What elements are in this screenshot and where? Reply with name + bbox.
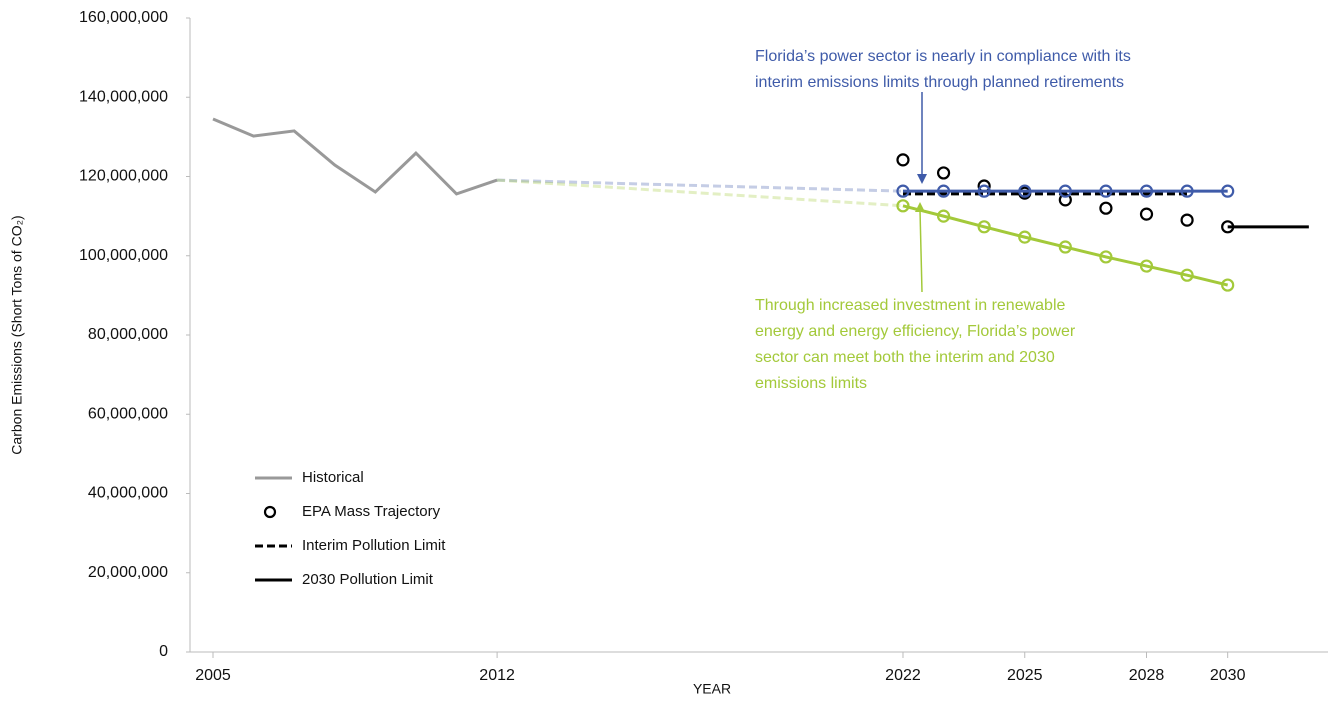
annotation-text: interim emissions limits through planned…: [755, 74, 1124, 91]
legend-label: EPA Mass Trajectory: [302, 503, 441, 520]
y-tick-label: 100,000,000: [79, 247, 168, 264]
legend-label: Interim Pollution Limit: [302, 537, 446, 554]
y-tick-label: 140,000,000: [79, 88, 168, 105]
series-line: [497, 178, 904, 193]
y-tick-label: 0: [159, 643, 168, 660]
annotation-text: Florida’s power sector is nearly in comp…: [755, 48, 1131, 65]
series-marker: [977, 184, 991, 198]
y-tick-label: 20,000,000: [88, 564, 168, 581]
series-marker: [896, 153, 910, 167]
series-marker: [1180, 268, 1194, 282]
annotation-text: emissions limits: [755, 375, 867, 392]
y-tick-label: 80,000,000: [88, 326, 168, 343]
series-marker: [1099, 250, 1113, 264]
series-marker: [1139, 184, 1154, 198]
y-tick-label: 120,000,000: [79, 168, 168, 185]
series-marker: [1139, 207, 1154, 221]
annotation-text: Through increased investment in renewabl…: [755, 297, 1066, 314]
x-tick-label: 2005: [195, 667, 231, 684]
y-tick-label: 160,000,000: [79, 9, 168, 26]
x-axis-label: YEAR: [693, 681, 731, 697]
series-marker: [1139, 259, 1154, 273]
y-axis-label: Carbon Emissions (Short Tons of CO₂): [9, 215, 25, 454]
x-tick-label: 2028: [1129, 667, 1165, 684]
series-marker: [1221, 184, 1235, 198]
series-marker: [1180, 213, 1194, 227]
annotation-arrowhead: [917, 174, 927, 184]
series-marker: [1018, 230, 1032, 244]
series-marker: [1058, 240, 1072, 254]
legend-label: Historical: [302, 469, 364, 486]
series-line: [497, 178, 904, 208]
series-line: [902, 204, 1229, 287]
annotation-text: energy and energy efficiency, Florida’s …: [755, 323, 1076, 340]
series-marker: [1180, 184, 1194, 198]
annotation-arrow: [919, 209, 923, 293]
series-marker: [896, 199, 910, 213]
series-line: [212, 117, 498, 196]
legend-label: 2030 Pollution Limit: [302, 571, 434, 588]
series-marker: [1099, 184, 1113, 198]
series-marker: [936, 166, 951, 180]
series-marker: [1018, 184, 1032, 198]
series-marker: [1099, 201, 1113, 215]
series-marker: [896, 184, 910, 198]
annotation-text: sector can meet both the interim and 203…: [755, 349, 1055, 366]
series-marker: [936, 209, 951, 223]
legend-marker: [263, 505, 277, 519]
x-tick-label: 2030: [1210, 667, 1246, 684]
y-tick-label: 60,000,000: [88, 405, 168, 422]
series-marker: [936, 184, 951, 198]
x-tick-label: 2022: [885, 667, 921, 684]
x-tick-label: 2025: [1007, 667, 1043, 684]
series-marker: [977, 220, 991, 234]
x-tick-label: 2012: [479, 667, 515, 684]
y-tick-label: 40,000,000: [88, 485, 168, 502]
series-marker: [1058, 184, 1072, 198]
series-marker: [1221, 278, 1235, 292]
